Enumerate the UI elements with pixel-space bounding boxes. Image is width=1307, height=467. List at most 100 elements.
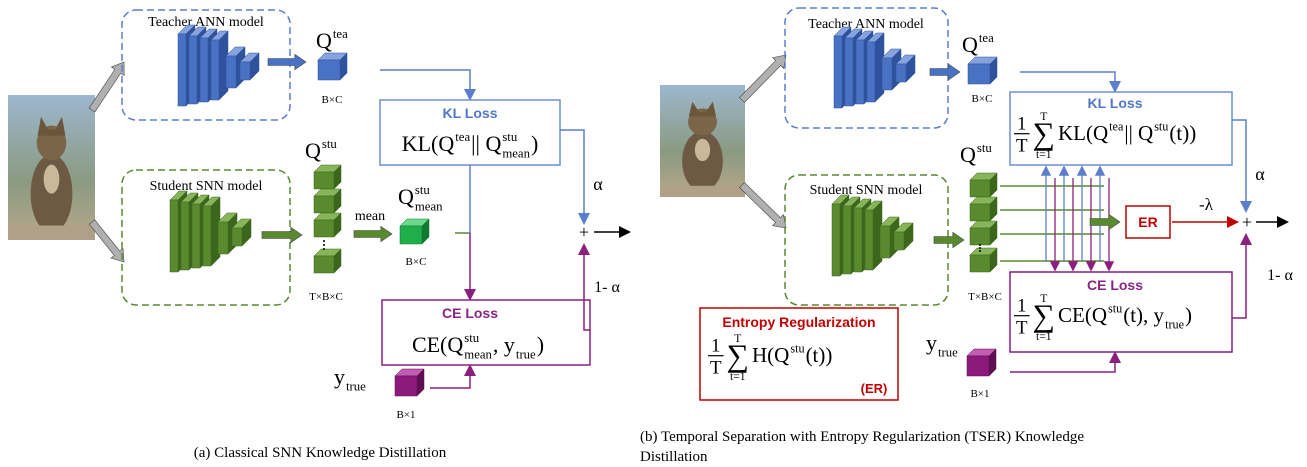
formula-text: Q <box>316 28 332 53</box>
formula-text: ) <box>531 131 538 156</box>
label: 1- α <box>1267 267 1293 284</box>
label: CE Loss <box>442 305 498 321</box>
label: mean <box>355 209 385 224</box>
cube-front <box>881 57 893 91</box>
formula-text: || Q <box>1124 121 1153 145</box>
cube-front <box>844 37 854 107</box>
formula: 1T ∑Tt=1H(Q stu (t)) <box>708 333 832 383</box>
formula-text: 1 <box>711 336 720 357</box>
cube-front <box>966 355 990 377</box>
cat-chest <box>694 138 711 162</box>
formula-text: stu <box>790 342 804 356</box>
formula-text: stu <box>1154 120 1168 134</box>
ce-box <box>1009 271 1233 353</box>
formula-text: stu <box>1108 302 1122 316</box>
cube-front <box>210 39 220 101</box>
formula-text: 1 <box>1017 296 1026 317</box>
formula: y true <box>926 330 958 360</box>
cat-ground <box>660 185 745 197</box>
connector <box>380 69 476 101</box>
label: KL Loss <box>1088 95 1143 111</box>
cube-front <box>833 35 843 109</box>
label: B×1 <box>970 388 989 400</box>
formula-text: H(Q <box>752 343 789 367</box>
label: KL Loss <box>443 105 498 121</box>
cube-front <box>188 35 198 105</box>
formula-text: t=1 <box>1036 331 1052 343</box>
formula-text: T <box>1016 318 1028 339</box>
formula-text: stu <box>977 141 993 155</box>
formula: 1T ∑Tt=1CE(Q stu (t), y true) <box>1014 293 1192 343</box>
label: CE Loss <box>1087 277 1143 293</box>
dot <box>323 248 325 250</box>
formula-text: tea <box>333 27 348 41</box>
arrow <box>739 182 787 229</box>
student-box <box>784 174 949 306</box>
label: B×C <box>406 256 427 268</box>
formula-text: T <box>1040 111 1047 123</box>
connector <box>578 243 590 331</box>
arrow <box>933 231 965 249</box>
formula-text: (t)) <box>806 343 833 367</box>
arrow <box>739 54 787 103</box>
cube-front <box>313 219 335 238</box>
cube-front <box>969 254 991 273</box>
cube-front <box>864 209 874 271</box>
dot <box>979 244 981 246</box>
label: B×C <box>972 93 993 105</box>
label: Student SNN model <box>150 179 263 194</box>
formula-text: stu <box>464 331 480 345</box>
label: 1- α <box>594 279 620 296</box>
formula-text: stu <box>322 137 338 151</box>
label: + <box>579 222 589 242</box>
formula-text: T <box>1040 293 1047 305</box>
cube-front <box>399 225 423 245</box>
cat-ears <box>37 116 66 136</box>
cube-front <box>866 41 876 103</box>
formula: y true <box>334 364 366 394</box>
cube-front <box>180 201 190 271</box>
formula-text: 1 <box>1017 114 1026 135</box>
cube-front <box>969 179 991 198</box>
formula-text: KL(Q <box>402 131 455 156</box>
formula-text: KL(Q <box>1058 121 1108 145</box>
cube-front <box>191 203 201 269</box>
cube-front <box>853 207 863 273</box>
cube-front <box>893 231 905 251</box>
cube-front <box>967 63 991 85</box>
formula-text: || Q <box>471 131 501 156</box>
label: + <box>1242 212 1252 232</box>
label: (b) Temporal Separation with Entropy Reg… <box>640 429 1084 445</box>
formula-text: Q <box>960 142 976 167</box>
formula-text: (t), y <box>1123 303 1164 327</box>
cube-front <box>225 55 237 89</box>
arrow <box>267 53 307 71</box>
ce-box <box>381 299 591 366</box>
formula-text: Q <box>398 184 414 209</box>
dot <box>323 244 325 246</box>
connector <box>560 129 590 225</box>
connector <box>1010 351 1121 373</box>
formula-text: y <box>334 364 345 389</box>
arrow <box>353 225 393 243</box>
formula-text: (t)) <box>1169 121 1196 145</box>
dot <box>323 240 325 242</box>
connector <box>1232 119 1252 213</box>
formula-text: true <box>1165 317 1184 331</box>
formula-text: ∑ <box>1033 298 1055 333</box>
formula-text: true <box>516 348 536 362</box>
cube-front <box>969 227 991 246</box>
formula-text: ∑ <box>1033 116 1055 151</box>
arrow <box>88 219 125 263</box>
cube-front <box>394 375 418 397</box>
label: (a) Classical SNN Knowledge Distillation <box>194 445 447 461</box>
formula-text: T <box>734 333 741 345</box>
label: (ER) <box>861 381 888 396</box>
arrow <box>1089 213 1121 231</box>
cube-front <box>217 221 229 255</box>
